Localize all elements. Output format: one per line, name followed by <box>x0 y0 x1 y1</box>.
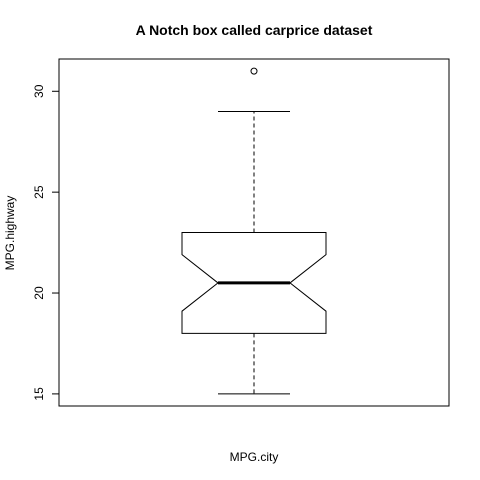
box-group <box>181 67 327 395</box>
y-tick-label: 30 <box>32 84 46 98</box>
outlier-point <box>250 67 258 75</box>
x-axis-label: MPG.city <box>230 450 279 464</box>
y-tick-label: 15 <box>32 387 46 401</box>
y-tick-label: 20 <box>32 286 46 300</box>
y-tick-label: 25 <box>32 185 46 199</box>
chart-title: A Notch box called carprice dataset <box>136 22 373 38</box>
y-axis-label: MPG.highway <box>3 196 17 271</box>
y-axis: 15 20 25 30 <box>32 84 60 401</box>
